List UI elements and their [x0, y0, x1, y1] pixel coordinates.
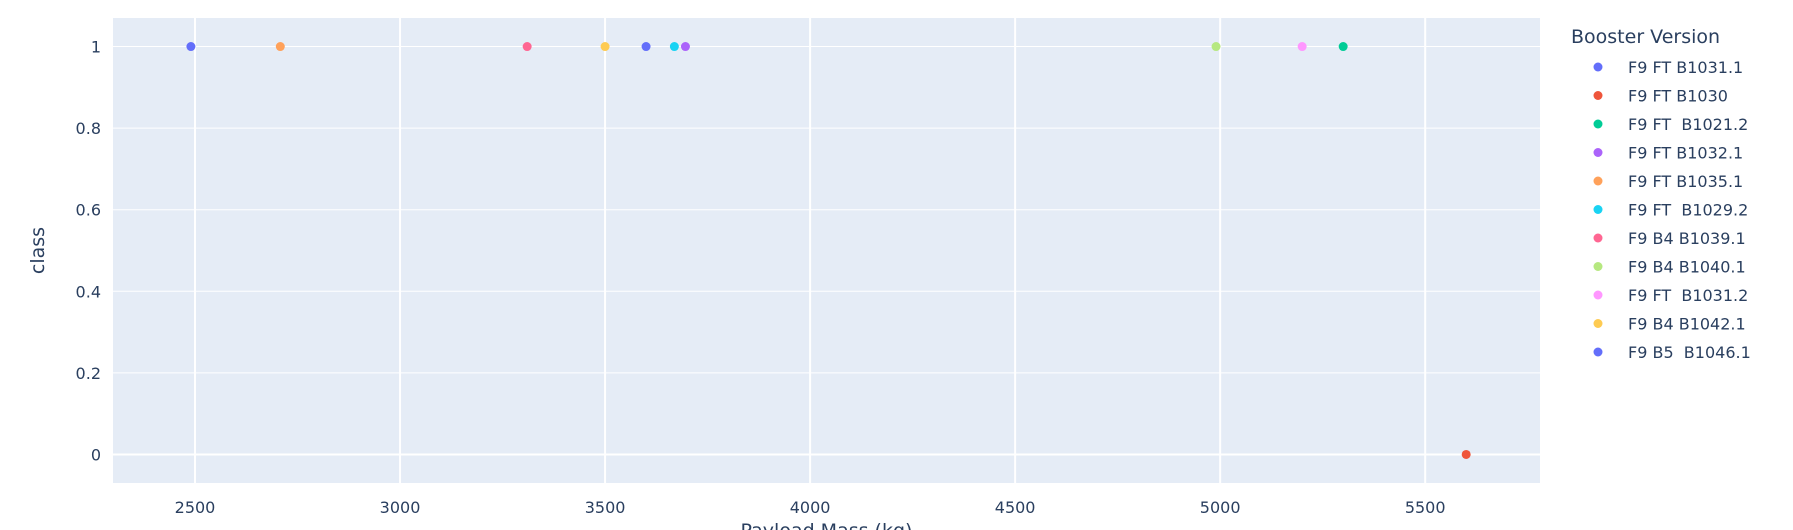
x-tick-label: 3000: [380, 498, 421, 517]
legend-marker: [1593, 176, 1603, 186]
legend-label: F9 FT B1035.1: [1628, 172, 1743, 191]
data-point[interactable]: [641, 42, 651, 52]
y-tick-label: 1: [91, 38, 101, 57]
data-point[interactable]: [1338, 42, 1348, 52]
legend[interactable]: Booster Version F9 FT B1031.1 F9 FT B1030…: [1571, 26, 1751, 362]
legend-label: F9 FT B1032.1: [1628, 144, 1743, 163]
y-axis-title: class: [27, 227, 49, 274]
legend-marker: [1593, 319, 1603, 328]
data-points[interactable]: [186, 42, 1471, 459]
legend-item[interactable]: F9 B5 B1046.1: [1593, 343, 1751, 362]
legend-label: F9 B4 B1040.1: [1628, 258, 1746, 277]
legend-label: F9 FT B1031.2: [1628, 286, 1748, 305]
y-tick-label: 0.4: [76, 282, 101, 301]
x-axis-title: Payload Mass (kg): [741, 520, 913, 530]
legend-item[interactable]: F9 FT B1030: [1593, 87, 1728, 106]
x-tick-label: 4000: [790, 498, 831, 517]
legend-marker: [1593, 91, 1603, 100]
legend-label: F9 B4 B1039.1: [1628, 229, 1746, 248]
plot-area: [113, 18, 1540, 483]
x-tick-label: 5000: [1200, 498, 1241, 517]
legend-item[interactable]: F9 FT B1035.1: [1593, 172, 1744, 191]
data-point[interactable]: [522, 42, 532, 52]
legend-label: F9 FT B1030: [1628, 87, 1728, 106]
legend-marker: [1593, 62, 1603, 72]
data-point[interactable]: [1297, 42, 1307, 52]
legend-label: F9 FT B1029.2: [1628, 201, 1748, 220]
legend-marker: [1593, 148, 1603, 157]
legend-label: F9 B5 B1046.1: [1628, 343, 1751, 362]
data-point[interactable]: [600, 42, 610, 52]
data-point[interactable]: [275, 42, 285, 52]
legend-item[interactable]: F9 B4 B1039.1: [1593, 229, 1746, 248]
legend-marker: [1593, 233, 1603, 243]
legend-item[interactable]: F9 B4 B1042.1: [1593, 315, 1746, 334]
legend-label: F9 B4 B1042.1: [1628, 315, 1746, 334]
y-axis-ticks: 0 0.2 0.4 0.6 0.8 1: [76, 38, 101, 465]
x-tick-label: 4500: [995, 498, 1036, 517]
legend-marker: [1593, 119, 1603, 129]
legend-marker: [1593, 347, 1603, 357]
legend-title: Booster Version: [1571, 26, 1720, 48]
y-tick-label: 0.8: [76, 119, 101, 138]
legend-marker: [1593, 205, 1603, 214]
legend-item[interactable]: F9 FT B1021.2: [1593, 115, 1749, 134]
legend-item[interactable]: F9 FT B1029.2: [1593, 201, 1749, 220]
legend-item[interactable]: F9 FT B1031.1: [1593, 58, 1744, 77]
x-tick-label: 3500: [585, 498, 626, 517]
data-point[interactable]: [1211, 42, 1221, 52]
legend-marker: [1593, 290, 1603, 300]
y-tick-label: 0: [91, 445, 101, 464]
legend-item[interactable]: F9 FT B1031.2: [1593, 286, 1749, 305]
legend-item[interactable]: F9 FT B1032.1: [1593, 144, 1744, 163]
legend-label: F9 FT B1031.1: [1628, 58, 1743, 77]
legend-marker: [1593, 262, 1603, 271]
data-point[interactable]: [1461, 449, 1471, 459]
data-point[interactable]: [669, 42, 679, 52]
data-point[interactable]: [680, 42, 690, 52]
x-axis-ticks: 2500 3000 3500 4000 4500 5000 5500: [175, 498, 1446, 517]
y-tick-label: 0.6: [76, 201, 101, 220]
legend-label: F9 FT B1021.2: [1628, 115, 1748, 134]
x-tick-label: 5500: [1405, 498, 1446, 517]
x-tick-label: 2500: [175, 498, 216, 517]
legend-item[interactable]: F9 B4 B1040.1: [1593, 258, 1746, 277]
y-tick-label: 0.2: [76, 364, 101, 383]
data-point[interactable]: [186, 42, 196, 52]
